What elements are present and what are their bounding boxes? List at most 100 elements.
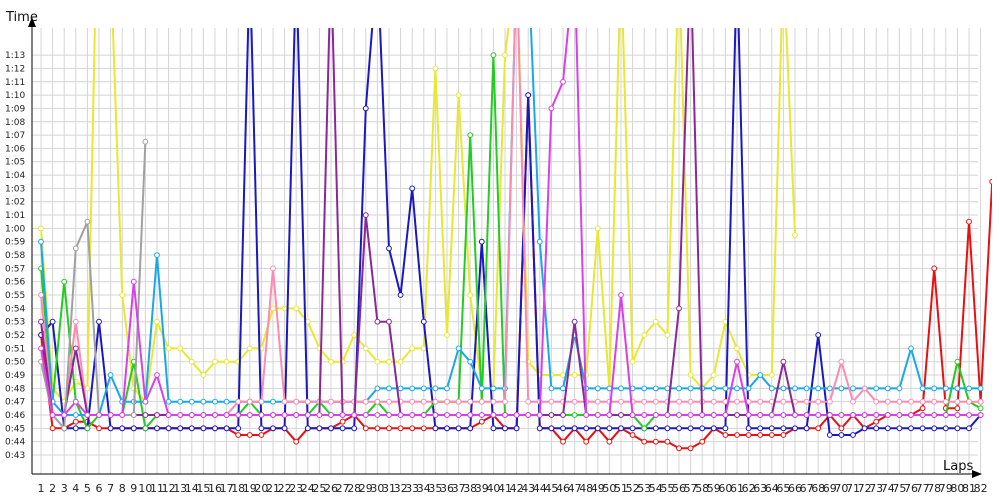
data-point [386,245,392,252]
data-point [768,432,775,438]
data-point [594,412,601,418]
data-point [560,78,566,85]
data-point [525,398,532,405]
data-point [838,425,845,432]
data-point [84,412,91,418]
data-point [977,398,984,405]
data-point [258,432,265,438]
data-point [420,345,427,352]
series-line [40,141,147,430]
series-3 [38,28,984,438]
data-point [328,412,334,418]
data-point [873,398,880,405]
data-point [478,418,485,425]
y-tick-label: 1:10 [5,91,25,101]
y-tick-label: 1:04 [5,171,25,181]
x-tick-label: 74 [881,482,895,495]
data-point [362,212,369,219]
data-point [61,278,68,285]
data-point [142,138,149,145]
data-point [188,398,195,405]
data-point [652,425,659,432]
x-tick-label: 2 [49,482,56,495]
data-point [919,425,926,432]
data-point [664,385,671,392]
x-tick-label: 77 [916,482,930,495]
x-tick-label: 10 [138,482,152,495]
x-tick-label: 58 [695,482,709,495]
data-point [792,232,798,239]
data-point [734,358,740,365]
data-point [896,425,903,432]
data-point [444,425,450,432]
y-tick-label: 0:50 [5,358,25,368]
x-tick-label: 67 [800,482,814,495]
data-point [316,412,323,418]
data-point [734,412,740,418]
data-point [281,425,288,432]
data-point [873,412,880,418]
data-point [165,398,172,405]
data-point [374,412,381,418]
data-point [362,105,369,112]
data-point [768,372,775,378]
x-tick-label: 9 [130,482,137,495]
x-tick-label: 29 [359,482,373,495]
data-point [676,425,682,432]
data-point [896,398,903,405]
data-point [977,405,984,412]
data-point [397,358,404,365]
x-tick-label: 22 [278,482,292,495]
data-point [490,398,497,405]
data-point [954,358,961,365]
data-point [328,358,334,365]
data-point [652,412,659,418]
x-tick-label: 63 [753,482,767,495]
data-point [386,358,392,365]
data-point [49,425,56,432]
data-point [490,385,497,392]
data-point [154,252,160,259]
data-point [838,385,845,392]
data-point [409,385,416,392]
data-point [641,385,648,392]
data-point [478,238,485,245]
data-point [212,425,218,432]
data-point [548,398,555,405]
data-point [72,412,79,418]
data-point [38,238,44,245]
data-point [571,398,578,405]
x-tick-label: 19 [243,482,257,495]
data-point [72,425,79,432]
data-point [61,425,68,432]
data-point [374,385,381,392]
data-point [293,438,300,445]
data-point [919,405,926,412]
data-point [246,432,253,438]
data-point [362,345,369,352]
data-point [548,385,555,392]
data-point [386,425,392,432]
data-point [502,425,508,432]
data-point [687,385,694,392]
data-point [536,238,543,245]
data-point [548,425,555,432]
y-tick-label: 0:45 [5,424,25,434]
data-point [722,412,729,418]
data-point [826,412,833,418]
data-point [165,345,172,352]
x-tick-label: 13 [173,482,187,495]
x-tick-label: 8 [119,482,126,495]
data-point [594,425,601,432]
x-tick-label: 53 [637,482,651,495]
data-point [38,345,44,352]
data-point [966,412,972,418]
data-point [119,292,126,298]
data-point [351,332,358,338]
y-tick-label: 0:48 [5,384,25,394]
data-point [815,412,822,418]
data-point [664,412,671,418]
data-point [304,398,311,405]
data-point [455,92,462,98]
data-point [792,425,798,432]
